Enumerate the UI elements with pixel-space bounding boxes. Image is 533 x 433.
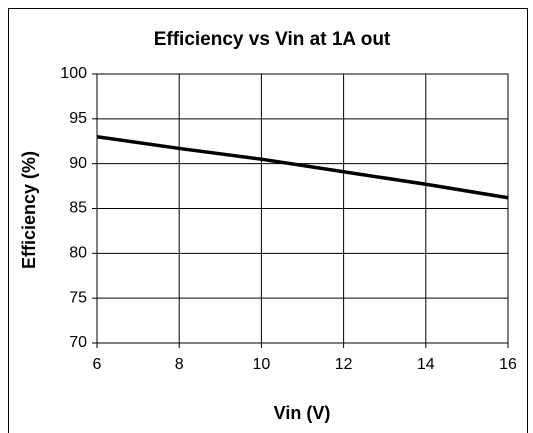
data-line bbox=[96, 135, 509, 200]
y-tick-label: 75 bbox=[69, 289, 87, 306]
y-tick-label: 70 bbox=[69, 334, 87, 351]
y-tick-label: 100 bbox=[60, 65, 87, 82]
x-tick-label: 10 bbox=[253, 356, 271, 373]
y-tick-label: 85 bbox=[69, 200, 87, 217]
x-axis-label: Vin (V) bbox=[274, 403, 331, 423]
x-tick-label: 16 bbox=[499, 356, 517, 373]
y-tick-label: 80 bbox=[69, 245, 87, 262]
x-tick-label: 14 bbox=[417, 356, 435, 373]
chart-title: Efficiency vs Vin at 1A out bbox=[154, 29, 391, 50]
x-tick-label: 8 bbox=[175, 356, 184, 373]
y-tick-label: 95 bbox=[69, 110, 87, 127]
x-tick-label: 6 bbox=[93, 356, 102, 373]
y-tick-label: 90 bbox=[69, 155, 87, 172]
x-tick-label: 12 bbox=[335, 356, 353, 373]
y-axis-label: Efficiency (%) bbox=[19, 151, 39, 269]
